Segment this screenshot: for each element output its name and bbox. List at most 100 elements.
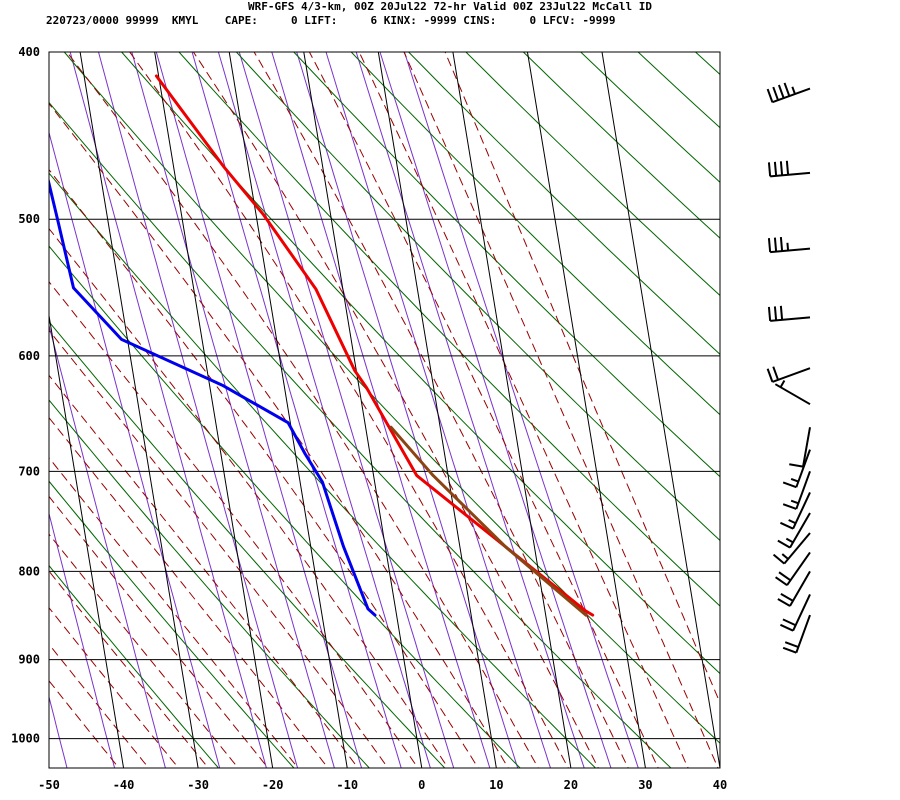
moist-adiabat-line (49, 570, 210, 768)
barb-flag (777, 598, 791, 607)
moist-adiabat-line (308, 52, 659, 768)
isotherm-line (79, 52, 199, 768)
barb-flag (775, 576, 788, 587)
wind-barb (777, 570, 811, 607)
moist-adiabat-line (49, 495, 269, 768)
barb-half-flag (791, 86, 796, 95)
temperature-tick-label: 0 (418, 778, 425, 792)
mixing-ratio-line (155, 52, 363, 768)
barb-flag (777, 539, 791, 549)
moist-adiabat-line (49, 643, 150, 768)
temperature-tick-label: -30 (187, 778, 209, 792)
barb-staff (792, 492, 811, 530)
dry-adiabat-line (522, 52, 720, 239)
dry-adiabat-line (753, 52, 900, 768)
moist-adiabat-line (49, 680, 120, 768)
parcel-trace (389, 425, 588, 617)
dry-adiabat-line (810, 52, 900, 768)
moist-adiabat-line (358, 52, 689, 768)
dry-adiabat-line (178, 52, 720, 607)
isotherm-line (49, 312, 125, 768)
mixing-ratio-line (49, 323, 166, 768)
temperature-tick-label: -10 (336, 778, 358, 792)
mixing-ratio-line (217, 52, 431, 768)
barb-flag (778, 571, 792, 582)
barb-staff (792, 594, 811, 632)
barb-flag (772, 86, 779, 101)
mixing-ratio-line (271, 52, 491, 768)
wind-barb (766, 82, 811, 104)
mixing-ratio-line (191, 52, 402, 768)
dry-adiabat-line (49, 399, 370, 768)
temperature-tick-label: 10 (489, 778, 503, 792)
temperature-tick-label: 40 (713, 778, 727, 792)
barb-flag (789, 463, 804, 468)
dry-adiabat-line (465, 52, 720, 297)
moist-adiabat-line (49, 457, 299, 768)
dry-adiabat-line (695, 52, 720, 76)
barb-flag (767, 306, 772, 321)
isotherm-line (601, 52, 720, 768)
barb-flag (767, 238, 772, 253)
barb-flag (773, 161, 778, 176)
pressure-tick-label: 500 (18, 212, 40, 226)
barb-flag (779, 623, 794, 632)
mixing-ratio-line (49, 130, 221, 768)
dry-adiabat-line (49, 320, 446, 768)
barb-flag (782, 481, 797, 489)
dry-adiabat-line (121, 52, 720, 675)
wind-barb (767, 305, 811, 322)
moist-adiabat-line (49, 168, 479, 768)
barb-staff (783, 532, 811, 565)
moist-adiabat-line (49, 227, 449, 768)
barb-flag (782, 503, 797, 510)
dry-adiabat-line (868, 52, 900, 768)
barb-flag (779, 161, 784, 176)
barb-flag (772, 553, 785, 565)
pressure-tick-label: 800 (18, 564, 40, 578)
temperature-tick-label: -40 (113, 778, 135, 792)
moist-adiabat-line (49, 416, 329, 768)
dry-adiabat-line (49, 101, 672, 768)
mixing-ratio-line (98, 52, 299, 768)
pressure-tick-label: 700 (18, 464, 40, 478)
moist-adiabat-line (129, 52, 569, 768)
wind-barb (782, 470, 811, 510)
dry-adiabat-line (63, 52, 720, 744)
chart-title: WRF-GFS 4/3-km, 00Z 20Jul22 72-hr Valid … (248, 0, 652, 13)
barb-half-flag (790, 499, 799, 505)
temperature-tick-label: -20 (262, 778, 284, 792)
barb-half-flag (788, 519, 797, 525)
temperature-tick-label: 30 (638, 778, 652, 792)
mixing-ratio-line (403, 52, 639, 768)
axis-ticks: 400 500 600 700 800 900 1000 -50 -40 -30 -20 -10 0 10… (11, 45, 727, 792)
barb-flag (784, 641, 799, 648)
wind-barb (779, 492, 811, 530)
isotherm-line (154, 52, 274, 768)
wind-barb (775, 551, 811, 587)
barb-flag (777, 84, 785, 99)
moist-adiabat-line (66, 52, 539, 768)
barb-half-flag (785, 537, 794, 544)
barb-flag (779, 305, 784, 320)
wind-barb (767, 160, 811, 178)
barb-flag (779, 521, 794, 530)
wind-barb (782, 449, 811, 489)
dry-adiabat-line (49, 172, 596, 768)
moist-adiabat-line (444, 52, 720, 704)
barb-flag (780, 592, 794, 602)
isotherm-line (303, 52, 423, 768)
isotherm-line (452, 52, 572, 768)
moist-adiabat-line (49, 280, 419, 768)
wind-barb (774, 380, 811, 406)
sounding-series (49, 74, 595, 617)
wind-barb (777, 512, 811, 549)
barb-flag (782, 618, 797, 627)
grid-lines (49, 52, 900, 768)
mixing-ratio-line (238, 52, 455, 768)
dry-adiabat-line (236, 52, 720, 542)
moist-adiabat-line (49, 607, 180, 768)
barb-half-flag (786, 242, 790, 251)
dry-adiabat-line (580, 52, 720, 183)
wind-barb (767, 237, 811, 254)
